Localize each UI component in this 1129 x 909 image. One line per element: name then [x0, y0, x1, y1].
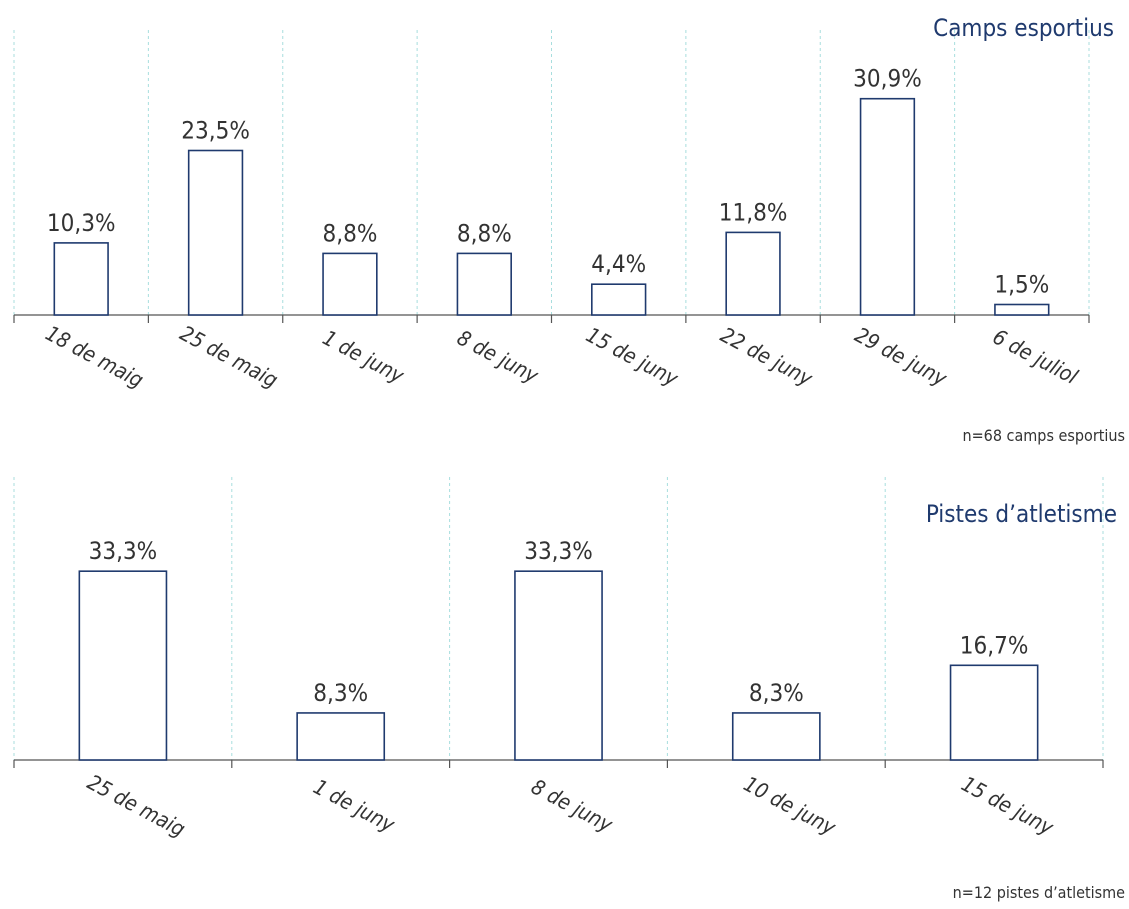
value-label: 8,3%	[313, 679, 368, 707]
category-label: 15 de juny	[958, 772, 1058, 841]
bar	[296, 712, 386, 761]
chart-camps-esportius: 10,3% 18 de maig 23,5% 25 de maig 8,8% 1 de j…	[13, 14, 1125, 445]
category-label: 1 de juny	[309, 775, 399, 838]
chart-title: Pistes d’atletisme	[926, 500, 1117, 528]
bar	[994, 303, 1050, 316]
value-label: 4,4%	[591, 250, 646, 278]
bar	[78, 570, 168, 761]
bar	[949, 664, 1039, 761]
category-label: 22 de juny	[717, 323, 817, 392]
category-label: 1 de juny	[319, 326, 409, 389]
category-label: 15 de juny	[582, 323, 682, 392]
bar	[859, 97, 916, 316]
value-label: 33,3%	[89, 537, 158, 565]
bar	[514, 570, 603, 761]
value-label: 1,5%	[994, 271, 1049, 299]
bar	[53, 242, 109, 316]
category-label: 8 de juny	[453, 326, 543, 389]
category-label: 29 de juny	[851, 323, 951, 392]
bar	[725, 231, 781, 316]
category-label: 25 de maig	[83, 770, 189, 841]
chart-title: Camps esportius	[933, 14, 1114, 42]
category-label: 10 de juny	[740, 772, 840, 841]
value-label: 8,8%	[323, 219, 378, 247]
sample-size-note: n=68 camps esportius	[962, 426, 1125, 445]
bar	[187, 149, 244, 316]
sample-size-note: n=12 pistes d’atletisme	[953, 883, 1125, 902]
bar	[591, 283, 647, 316]
value-label: 8,3%	[749, 679, 804, 707]
category-label: 6 de juliol	[989, 325, 1082, 390]
value-label: 10,3%	[47, 209, 116, 237]
category-label: 25 de maig	[176, 321, 282, 392]
value-label: 8,8%	[457, 219, 512, 247]
bar	[731, 712, 821, 761]
category-label: 18 de maig	[42, 321, 148, 392]
value-label: 16,7%	[960, 631, 1029, 659]
bar	[322, 252, 378, 316]
value-label: 33,3%	[524, 537, 593, 565]
bar	[456, 252, 512, 316]
category-label: 8 de juny	[527, 775, 617, 838]
value-label: 30,9%	[853, 65, 922, 93]
value-label: 11,8%	[719, 198, 788, 226]
chart-pistes-atletisme: 33,3% 25 de maig 8,3% 1 de juny 33,3% 8 de ju…	[13, 477, 1125, 902]
value-label: 23,5%	[181, 117, 250, 145]
